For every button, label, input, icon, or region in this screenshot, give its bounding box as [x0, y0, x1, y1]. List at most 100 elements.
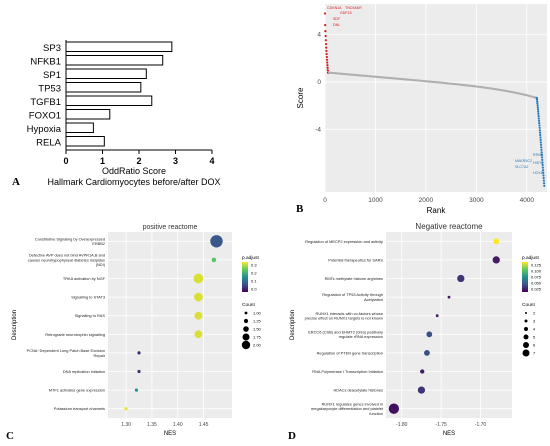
size-legend-tick: 1.00 [253, 311, 262, 316]
color-legend-tick: 0.3 [251, 263, 257, 268]
gene-point [326, 66, 329, 69]
gene-point [542, 179, 545, 182]
x-tick-label: 0 [63, 156, 68, 166]
category-label: Regulation of TP53 Activity through [322, 292, 383, 297]
dot-point [420, 369, 425, 374]
category-label: TRKA activation by NGF [63, 276, 106, 281]
color-legend-tick: 0.025 [531, 287, 542, 292]
gene-point [542, 182, 546, 185]
x-tick-label: 2000 [419, 197, 434, 204]
color-legend-title: p.adjust [522, 255, 539, 261]
gene-point [541, 158, 544, 162]
x-tick-label: 2 [136, 156, 141, 166]
gene-point [537, 117, 540, 120]
top-gene-label: TNC9AKR [345, 6, 362, 10]
bar-rela [65, 136, 105, 147]
plot-background [108, 232, 232, 418]
gene-point [323, 12, 327, 15]
dot-point [211, 257, 217, 263]
category-label: Regulation of PTEN gene transcription [317, 350, 383, 355]
category-label: TGFB1 [30, 97, 61, 108]
category-label: RUNX1 regulates genes involved in [322, 401, 383, 406]
category-label: ERBB2 [92, 241, 105, 246]
category-label: RELA [36, 137, 61, 148]
category-label: precise effect on RUNX1 targets is not k… [305, 316, 383, 321]
gene-point [537, 112, 540, 115]
x-tick-label: 1 [100, 156, 105, 166]
gene-point [539, 136, 542, 139]
category-label: RMTs methylate histone arginines [325, 276, 383, 281]
gene-point [324, 30, 327, 33]
color-legend-bar [242, 262, 248, 292]
bar-sp1 [65, 68, 147, 79]
bar-sp3 [65, 41, 173, 52]
dot-point [134, 388, 139, 392]
gene-point [325, 58, 329, 61]
bar-foxo1 [65, 109, 111, 120]
size-legend-dot [523, 342, 529, 348]
x-axis-label: OddRatio Score [102, 166, 166, 176]
gene-point [537, 115, 540, 118]
gene-point [324, 34, 327, 38]
gene-point [324, 39, 327, 42]
size-legend-dot [524, 319, 528, 323]
dot-point [194, 292, 203, 302]
x-tick-label: -1.70 [475, 422, 487, 428]
gene-point [541, 166, 544, 169]
category-label: DNA replication initiation [63, 369, 105, 374]
gene-point [542, 176, 545, 180]
bottom-gene-label: HIST3 [533, 161, 543, 165]
category-label: FOXO1 [29, 110, 61, 121]
gene-point [538, 121, 541, 125]
gene-point [537, 110, 540, 113]
x-axis-label: NES [164, 431, 176, 437]
chart-title: Hallmark Cardiomyocytes before/after DOX [47, 177, 220, 187]
dot-point [435, 314, 439, 318]
gene-point [536, 102, 539, 105]
gene-point [540, 153, 543, 156]
y-axis-label: Description [290, 310, 296, 340]
category-label: Repair [94, 353, 106, 358]
size-legend-dot [522, 349, 530, 357]
panel-a: SP3 NFKB1 SP1 TP53 TGFB1 FOXO1 Hypoxia RELA 0 1 2 3… [0, 0, 250, 200]
size-legend-dot [523, 334, 529, 340]
panel-b: CDKN1A TNC9AKR GDF15 SDF DNL RRM2 MAKR5C2 SLC7A… [285, 0, 550, 220]
size-legend-dot [243, 326, 249, 332]
gene-point [325, 52, 328, 56]
gene-point [538, 124, 541, 127]
dot-point [493, 238, 500, 245]
size-legend-dot [524, 327, 528, 331]
gene-point [539, 133, 542, 137]
color-legend-title: p.adjust [242, 255, 259, 261]
size-legend-tick: 4 [533, 327, 536, 332]
gene-point [543, 184, 546, 187]
gene-point [538, 129, 541, 132]
plot-background [325, 4, 547, 192]
x-tick-label: 1.30 [121, 422, 131, 428]
size-legend-tick: 6 [533, 343, 536, 348]
panel-label-b: B [296, 203, 304, 215]
color-legend-tick: 0.075 [531, 275, 542, 280]
gene-point [325, 49, 328, 52]
x-tick-label: 3 [173, 156, 178, 166]
dot-point [426, 331, 433, 338]
dot-point [492, 256, 500, 264]
category-label: Retrograde neurotrophin signalling [45, 332, 105, 337]
gene-point [540, 156, 544, 159]
x-axis-label: NES [443, 431, 455, 437]
top-gene-label: SDF [333, 17, 341, 21]
bottom-gene-label: MAKR5C2 [515, 159, 532, 163]
x-tick-label: 4 [209, 156, 214, 166]
y-tick-label: 0 [317, 79, 321, 86]
top-gene-label: DNL [333, 23, 340, 27]
category-label: Acetylation [364, 297, 383, 302]
gene-point [541, 163, 544, 167]
category-label: SP1 [43, 70, 61, 81]
size-legend-dot [244, 311, 248, 315]
category-label: Potassium transport channels [54, 406, 105, 411]
x-tick-label: 0 [323, 197, 327, 204]
size-legend-dot [241, 340, 251, 350]
size-legend-tick: 1.25 [253, 319, 262, 324]
bar-tgfb1 [65, 95, 153, 106]
